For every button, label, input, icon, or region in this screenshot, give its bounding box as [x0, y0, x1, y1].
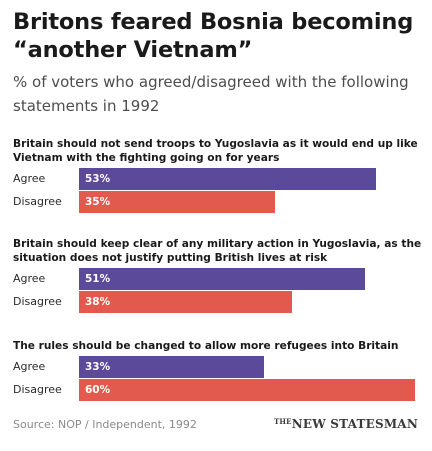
bar-value-label: 33% — [85, 361, 111, 373]
new-statesman-logo: THENEW STATESMAN — [274, 417, 418, 431]
bar-value-label: 35% — [85, 196, 111, 208]
chart-subtitle: % of voters who agreed/disagreed with th… — [13, 73, 409, 115]
bar-disagree — [79, 291, 292, 313]
logo-text: NEW STATESMAN — [291, 417, 418, 431]
bar-value-label: 38% — [85, 296, 111, 308]
bar-value-label: 53% — [85, 173, 111, 185]
bar-agree — [79, 268, 365, 290]
question-text: Britain should keep clear of any militar… — [13, 238, 422, 264]
bar-value-label: 51% — [85, 273, 111, 285]
chart-title: Britons feared Bosnia becoming “another … — [13, 9, 414, 63]
row-label-disagree: Disagree — [13, 383, 62, 396]
bar-value-label: 60% — [85, 384, 111, 396]
question-text: Britain should not send troops to Yugosl… — [13, 138, 418, 164]
bar-disagree — [79, 191, 275, 213]
question-text: The rules should be changed to allow mor… — [13, 340, 399, 352]
row-label-disagree: Disagree — [13, 195, 62, 208]
row-label-disagree: Disagree — [13, 295, 62, 308]
row-label-agree: Agree — [13, 360, 46, 373]
row-label-agree: Agree — [13, 172, 46, 185]
row-label-agree: Agree — [13, 272, 46, 285]
bar-agree — [79, 356, 264, 378]
bar-disagree — [79, 379, 415, 401]
bar-agree — [79, 168, 376, 190]
logo-prefix: THE — [273, 417, 292, 426]
source-note: Source: NOP / Independent, 1992 — [13, 418, 197, 431]
